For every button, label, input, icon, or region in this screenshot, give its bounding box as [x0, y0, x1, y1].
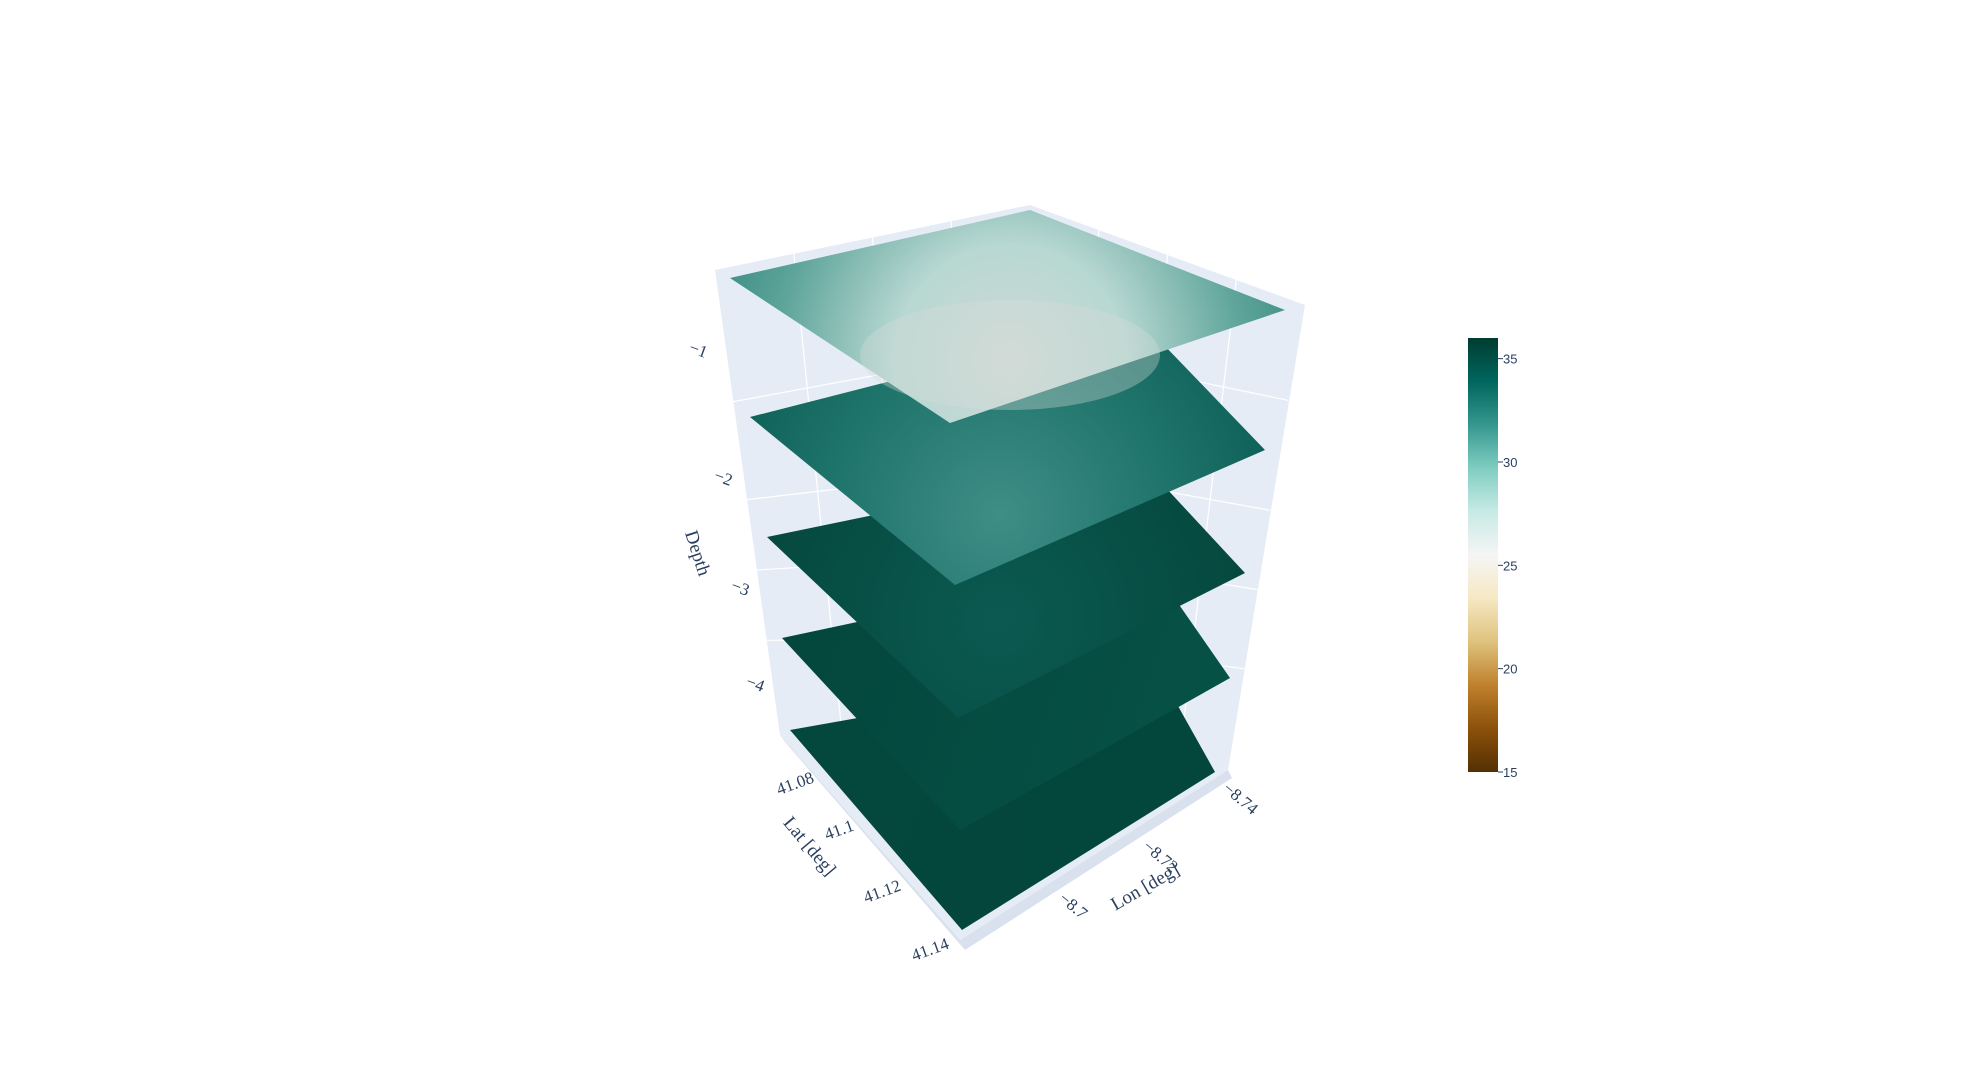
z-axis-ticks: −1 −2 −3 −4: [687, 338, 768, 696]
scene-floor-edge-right: [960, 770, 1232, 950]
z-axis-title: Depth: [680, 528, 714, 579]
lon-tick-label: −8.74: [1219, 779, 1262, 819]
lon-tick-label: −8.7: [1055, 889, 1091, 924]
colorbar-tick-label: 35: [1503, 352, 1517, 367]
z-tick-label: −1: [687, 338, 711, 362]
surfaces: [730, 210, 1285, 930]
z-tick-label: −2: [712, 466, 736, 490]
colorbar-ticks: 35 30 25 20 15: [1498, 352, 1517, 780]
surface-layer-1-highlight: [860, 300, 1160, 410]
colorbar-tick-label: 15: [1503, 765, 1517, 780]
colorbar-tick-label: 20: [1503, 662, 1517, 677]
surface-layer-2: [750, 318, 1265, 585]
colorbar-tick-label: 25: [1503, 558, 1517, 573]
lon-axis-title: Lon [deg]: [1107, 859, 1183, 915]
z-tick-label: −3: [729, 576, 753, 600]
surface-layer-1: [730, 210, 1285, 423]
lat-tick-label: 41.1: [822, 816, 856, 844]
z-tick-label: −4: [744, 672, 768, 696]
lat-tick-label: 41.08: [774, 768, 816, 799]
scene-floor-edge-left: [780, 735, 965, 950]
colorbar-gradient: [1468, 338, 1498, 772]
colorbar[interactable]: 35 30 25 20 15: [1468, 338, 1517, 780]
colorbar-tick-label: 30: [1503, 455, 1517, 470]
lat-tick-label: 41.12: [861, 876, 903, 907]
lat-tick-label: 41.14: [909, 934, 952, 965]
